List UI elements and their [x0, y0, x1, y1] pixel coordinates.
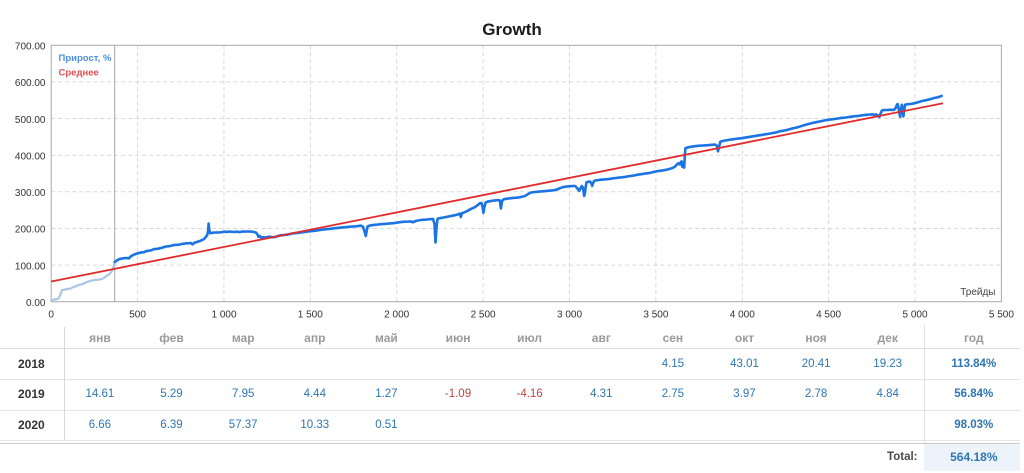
svg-text:Среднее: Среднее	[59, 68, 99, 79]
svg-text:3 000: 3 000	[557, 309, 582, 320]
svg-text:200.00: 200.00	[15, 225, 46, 236]
svg-text:2 000: 2 000	[384, 309, 409, 320]
svg-text:1 500: 1 500	[298, 309, 323, 320]
svg-text:4 000: 4 000	[730, 309, 755, 320]
svg-text:Прирост, %: Прирост, %	[59, 53, 112, 64]
svg-text:0: 0	[48, 309, 54, 320]
svg-text:400.00: 400.00	[15, 152, 46, 163]
svg-text:5 000: 5 000	[902, 309, 927, 320]
svg-text:4 500: 4 500	[816, 309, 841, 320]
svg-text:0.00: 0.00	[26, 298, 46, 309]
svg-text:3 500: 3 500	[643, 309, 668, 320]
svg-text:Growth: Growth	[482, 20, 542, 39]
svg-text:700.00: 700.00	[15, 42, 46, 53]
svg-text:100.00: 100.00	[15, 261, 46, 272]
svg-text:Трейды: Трейды	[960, 287, 995, 298]
svg-text:300.00: 300.00	[15, 188, 46, 199]
svg-text:2 500: 2 500	[471, 309, 496, 320]
svg-text:1 000: 1 000	[211, 309, 236, 320]
svg-text:600.00: 600.00	[15, 78, 46, 89]
svg-text:5 500: 5 500	[989, 309, 1014, 320]
svg-text:500.00: 500.00	[15, 115, 46, 126]
svg-text:500: 500	[129, 309, 146, 320]
